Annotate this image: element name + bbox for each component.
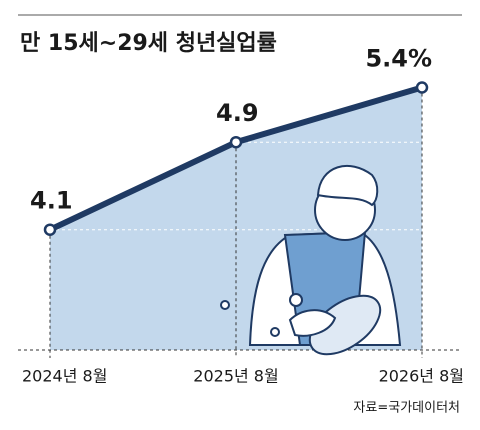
bubble xyxy=(220,300,230,310)
hand xyxy=(288,309,337,337)
value-label: 5.4% xyxy=(365,45,432,73)
point xyxy=(229,135,243,149)
series-layer: 4.1 2024년 8월 4.9 2025년 8월 5.4% 2026년 8월 xyxy=(22,45,464,386)
chart-title: 만 15세~29세 청년실업률 xyxy=(20,31,277,56)
value-label: 4.9 xyxy=(216,99,259,127)
x-tick-label: 2025년 8월 xyxy=(193,367,278,386)
point xyxy=(415,81,429,94)
x-tick-label: 2026년 8월 xyxy=(379,367,464,386)
source: 자료=국가데이터처 xyxy=(353,401,460,416)
plate xyxy=(308,294,382,356)
bubble xyxy=(270,327,280,337)
x-tick-label: 2024년 8월 xyxy=(22,367,107,386)
hair xyxy=(316,165,379,207)
point xyxy=(43,223,57,236)
bubble xyxy=(289,293,303,307)
illustration xyxy=(220,165,402,356)
value-label: 4.1 xyxy=(30,187,73,215)
